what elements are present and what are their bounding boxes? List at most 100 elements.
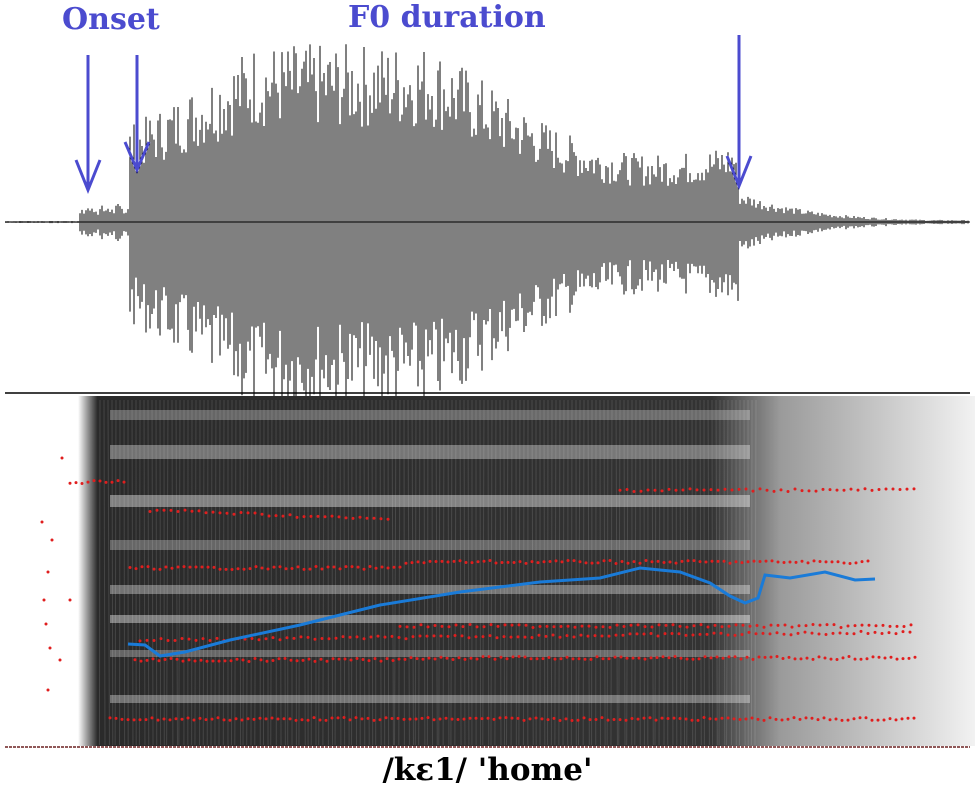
formant-dot — [842, 488, 846, 492]
formant-dot — [902, 624, 906, 628]
formant-dot — [559, 657, 563, 661]
formant-dot — [74, 481, 78, 485]
formant-dot — [186, 716, 190, 720]
formant-dot — [883, 656, 887, 660]
formant-dot — [278, 638, 282, 642]
formant-dot — [218, 511, 222, 515]
formant-dot — [166, 639, 170, 643]
formant-dot — [492, 717, 496, 721]
formant-dot — [365, 516, 369, 520]
formant-dot — [582, 716, 586, 720]
formant-dot — [372, 718, 376, 722]
formant-dot — [224, 567, 228, 571]
formant-dot — [482, 559, 486, 563]
spectrogram-background — [0, 396, 975, 746]
formant-dot — [307, 657, 311, 661]
formant-dot — [481, 655, 485, 659]
formant-dot — [810, 631, 814, 635]
formant-dot — [386, 566, 390, 570]
formant-dot — [702, 488, 706, 492]
formant-dot — [475, 657, 479, 661]
formant-dot — [464, 561, 468, 565]
formant-dot — [702, 716, 706, 720]
formant-dot — [695, 488, 699, 492]
formant-dot — [337, 515, 341, 519]
formant-dot — [912, 716, 916, 720]
formant-dot — [681, 488, 685, 492]
formant-dot — [494, 561, 498, 565]
formant-dot — [646, 488, 650, 492]
formant-dot — [845, 632, 849, 636]
formant-dot — [474, 635, 478, 639]
formant-dot — [590, 561, 594, 565]
formant-dot — [825, 623, 829, 627]
formant-dot — [530, 560, 534, 564]
formant-dot — [253, 511, 257, 515]
formant-dot — [176, 565, 180, 569]
formant-dot — [789, 633, 793, 637]
formant-dot — [374, 566, 378, 570]
formant-dot — [578, 560, 582, 564]
formant-dot — [439, 634, 443, 638]
formant-dot — [390, 634, 394, 638]
formant-dot — [684, 633, 688, 637]
formant-dot — [334, 636, 338, 640]
formant-dot — [383, 635, 387, 639]
formant-dot — [768, 632, 772, 636]
formant-dot — [576, 718, 580, 722]
formant-dot — [468, 716, 472, 720]
formant-dot — [608, 625, 612, 629]
formant-dot — [632, 489, 636, 493]
formant-dot — [595, 655, 599, 659]
formant-dot — [498, 716, 502, 720]
formant-dot — [194, 565, 198, 569]
formant-dot — [445, 656, 449, 660]
formant-dot — [558, 718, 562, 722]
formant-dot — [804, 716, 808, 720]
formant-dot — [734, 623, 738, 627]
formant-dot — [788, 560, 792, 564]
formant-dot — [199, 658, 203, 662]
formant-dot — [726, 716, 730, 720]
formant-dot — [240, 718, 244, 722]
formant-dot — [46, 570, 50, 574]
formant-dot — [905, 487, 909, 491]
formant-dot — [779, 488, 783, 492]
formant-dot — [600, 634, 604, 638]
formant-dot — [343, 657, 347, 661]
formant-dot — [355, 635, 359, 639]
formant-dot — [272, 565, 276, 569]
spectrogram-band — [110, 650, 750, 657]
formant-dot — [691, 633, 695, 637]
formant-dot — [294, 718, 298, 722]
formant-dot — [232, 512, 236, 516]
formant-dot — [644, 559, 648, 563]
formant-dot — [145, 658, 149, 662]
formant-dot — [372, 516, 376, 520]
spectrogram-band — [110, 585, 750, 594]
formant-dot — [404, 637, 408, 641]
formant-dot — [545, 624, 549, 628]
formant-dot — [510, 623, 514, 627]
formant-dot — [796, 631, 800, 635]
formant-dot — [369, 635, 373, 639]
formant-dot — [379, 659, 383, 663]
formant-dot — [349, 658, 353, 662]
formant-dot — [324, 718, 328, 722]
formant-dot — [250, 636, 254, 640]
formant-dot — [180, 717, 184, 721]
formant-dot — [907, 656, 911, 660]
formant-dot — [253, 657, 257, 661]
formant-dot — [758, 559, 762, 563]
formant-dot — [593, 634, 597, 638]
formant-dot — [295, 659, 299, 663]
formant-dot — [266, 567, 270, 571]
formant-dot — [350, 565, 354, 569]
formant-dot — [331, 657, 335, 661]
formant-dot — [546, 718, 550, 722]
formant-dot — [325, 659, 329, 663]
formant-dot — [671, 623, 675, 627]
formant-dot — [306, 635, 310, 639]
formant-dot — [823, 656, 827, 660]
formant-dot — [155, 508, 159, 512]
